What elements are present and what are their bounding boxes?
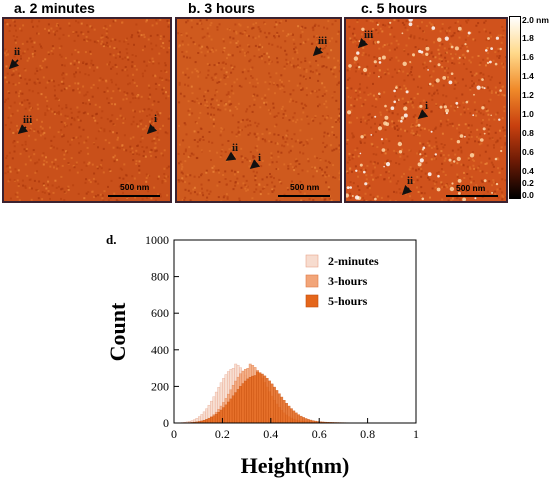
- colorbar-tick-1.0: 1.0: [522, 109, 534, 119]
- hist-bar: [271, 384, 273, 423]
- hist-bar: [300, 416, 302, 423]
- arrow-c-i: [419, 113, 425, 118]
- arrow-c-ii: [403, 188, 409, 194]
- legend-swatch: [306, 275, 318, 287]
- hist-bar: [210, 417, 212, 423]
- colorbar-tick-1.8: 1.8: [522, 33, 534, 43]
- hist-bar: [276, 390, 278, 423]
- arrow-b-iii: [314, 48, 321, 55]
- colorbar-unit-label: 2.0 nm: [522, 15, 549, 25]
- colorbar: [509, 16, 521, 199]
- hist-bar: [256, 372, 258, 423]
- colorbar-tick-1.4: 1.4: [522, 71, 534, 81]
- hist-bar: [280, 397, 282, 423]
- colorbar-tick-0.8: 0.8: [522, 128, 534, 138]
- hist-bar: [244, 381, 246, 423]
- hist-bar: [225, 405, 227, 423]
- arrow-b-i: [251, 163, 257, 168]
- legend-label: 5-hours: [328, 294, 368, 308]
- hist-bar: [251, 376, 253, 423]
- arrow-c-iii: [359, 41, 365, 47]
- hist-bar: [268, 381, 270, 423]
- arrow-a-i: [148, 127, 154, 133]
- y-tick-label: 600: [151, 306, 169, 320]
- histogram-bars: [176, 364, 367, 423]
- hist-bar: [242, 384, 244, 423]
- hist-bar: [297, 415, 299, 423]
- arrow-b-ii: [227, 156, 233, 160]
- colorbar-tick-1.6: 1.6: [522, 52, 534, 62]
- hist-bar: [307, 419, 309, 423]
- hist-bar: [230, 399, 232, 423]
- height-histogram: d. 0 0.2 0.4 0.6 0.8 1 0 200 400 600 800 1000 Count…: [0, 230, 550, 482]
- colorbar-tick-1.2: 1.2: [522, 90, 534, 100]
- x-tick-label: 0: [171, 427, 177, 441]
- y-tick-label: 200: [151, 379, 169, 393]
- hist-bar: [239, 386, 241, 423]
- hist-bar: [237, 389, 239, 423]
- hist-bar: [247, 379, 249, 423]
- hist-bar: [305, 418, 307, 423]
- colorbar-tick-0.0: 0.0: [522, 190, 534, 200]
- y-tick-label: 800: [151, 270, 169, 284]
- y-tick-label: 0: [163, 416, 169, 430]
- y-tick-label: 1000: [145, 233, 169, 247]
- y-axis-title: Count: [105, 302, 130, 361]
- colorbar-tick-0.2: 0.2: [522, 178, 534, 188]
- hist-bar: [218, 412, 220, 423]
- arrow-a-ii: [10, 60, 18, 68]
- legend-label: 2-minutes: [328, 254, 379, 268]
- legend-label: 3-hours: [328, 274, 368, 288]
- hist-bar: [205, 419, 207, 423]
- x-tick-label: 1: [413, 427, 419, 441]
- hist-bar: [266, 378, 268, 423]
- hist-bar: [232, 396, 234, 423]
- hist-bar: [261, 374, 263, 423]
- legend: 2-minutes 3-hours 5-hours: [306, 254, 379, 308]
- hist-bar: [288, 406, 290, 423]
- colorbar-tick-0.4: 0.4: [522, 166, 534, 176]
- x-tick-label: 0.4: [263, 427, 278, 441]
- hist-bar: [302, 417, 304, 423]
- hist-bar: [278, 394, 280, 423]
- hist-bar: [295, 413, 297, 423]
- hist-bar: [254, 375, 256, 423]
- hist-bar: [273, 387, 275, 423]
- hist-bar: [290, 409, 292, 423]
- y-tick-label: 400: [151, 343, 169, 357]
- hist-bar: [285, 403, 287, 423]
- x-axis-title: Height(nm): [241, 453, 350, 478]
- hist-bar: [293, 411, 295, 423]
- hist-bar: [235, 393, 237, 423]
- hist-bar: [249, 377, 251, 423]
- marker-arrows: [0, 0, 550, 230]
- legend-swatch: [306, 255, 318, 267]
- hist-bar: [227, 402, 229, 423]
- hist-bar: [283, 400, 285, 423]
- hist-bar: [264, 376, 266, 423]
- hist-bar: [213, 416, 215, 423]
- legend-swatch: [306, 295, 318, 307]
- hist-bar: [259, 373, 261, 423]
- x-tick-label: 0.2: [215, 427, 230, 441]
- plot-frame: [174, 240, 416, 423]
- x-tick-label: 0.8: [360, 427, 375, 441]
- histogram-panel-label: d.: [106, 232, 116, 247]
- hist-bar: [208, 418, 210, 423]
- x-tick-label: 0.6: [312, 427, 327, 441]
- colorbar-tick-0.6: 0.6: [522, 147, 534, 157]
- hist-bar: [215, 414, 217, 423]
- arrow-a-iii: [19, 127, 26, 133]
